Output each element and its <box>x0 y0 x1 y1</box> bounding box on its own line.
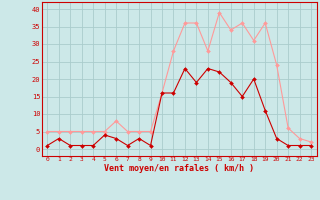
X-axis label: Vent moyen/en rafales ( km/h ): Vent moyen/en rafales ( km/h ) <box>104 164 254 173</box>
